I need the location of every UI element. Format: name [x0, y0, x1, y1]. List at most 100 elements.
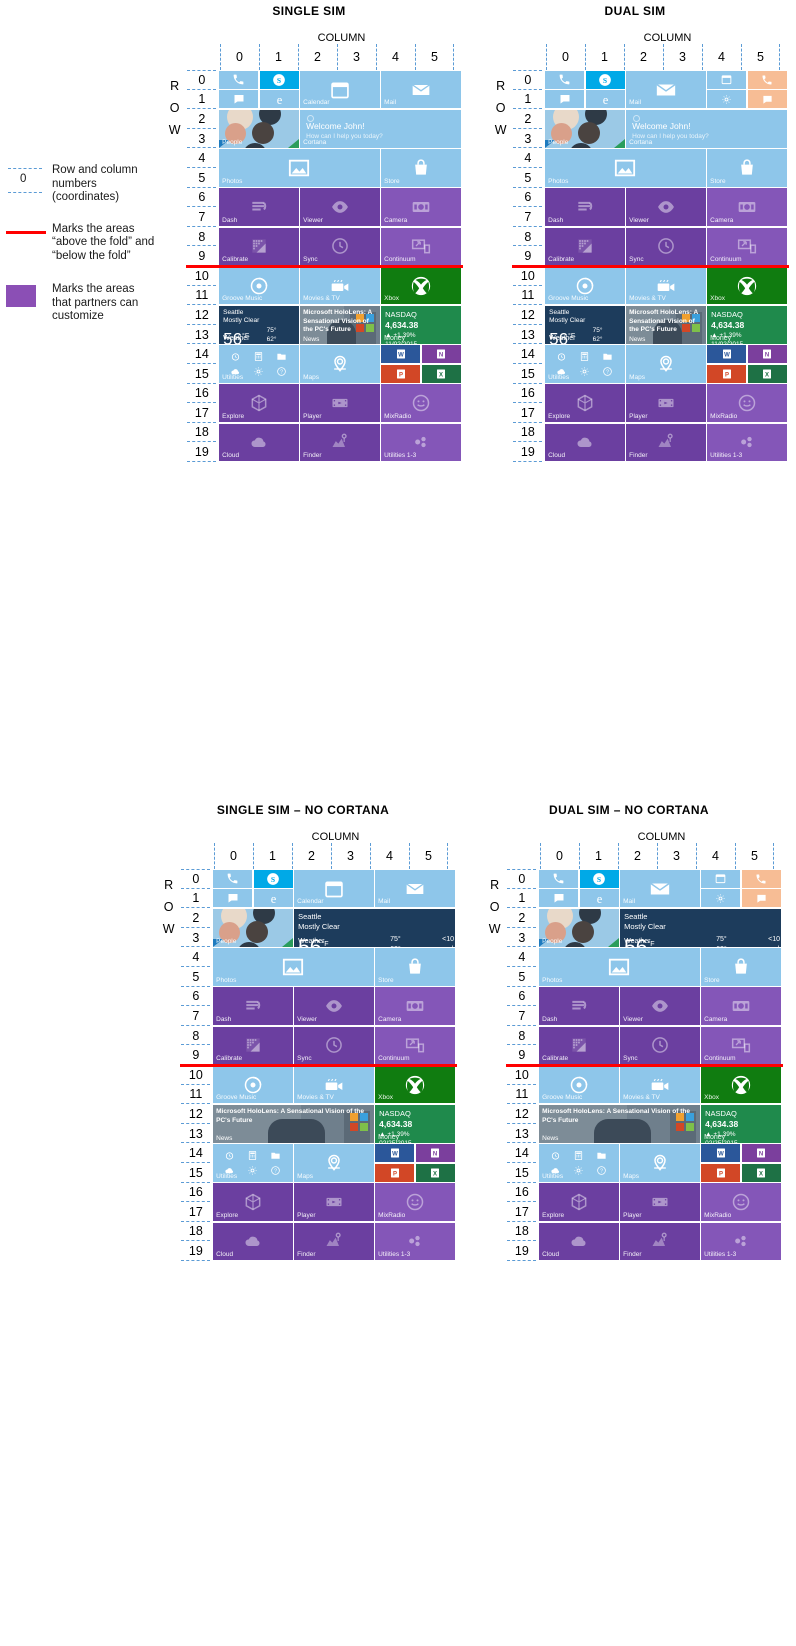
tile-viewer[interactable]: Viewer: [620, 987, 700, 1025]
tile-word[interactable]: W: [381, 345, 421, 364]
tile-cloud[interactable]: Cloud: [539, 1222, 619, 1261]
tile-viewer[interactable]: Viewer: [626, 188, 706, 226]
tile-camera[interactable]: Camera: [375, 987, 455, 1025]
tile-xbox[interactable]: Xbox: [701, 1065, 781, 1104]
tile-utilities-1-3[interactable]: Utilities 1-3: [381, 423, 461, 462]
tile-xbox[interactable]: Xbox: [375, 1065, 455, 1104]
tile-groove-music[interactable]: Groove Music: [539, 1065, 619, 1104]
tile-sync[interactable]: Sync: [300, 227, 380, 266]
tile-word[interactable]: W: [375, 1144, 415, 1163]
tile-player[interactable]: Player: [626, 384, 706, 422]
tile-cloud[interactable]: Cloud: [545, 423, 625, 462]
tile-edge[interactable]: e: [585, 90, 625, 109]
tile-finder[interactable]: Finder: [626, 423, 706, 462]
tile-people[interactable]: People: [219, 110, 299, 148]
tile-viewer[interactable]: Viewer: [300, 188, 380, 226]
tile-phone[interactable]: [539, 869, 579, 888]
tile-people[interactable]: People: [213, 909, 293, 947]
tile-maps[interactable]: Maps: [294, 1144, 374, 1182]
tile-word[interactable]: W: [701, 1144, 741, 1163]
tile-utilities-1-3[interactable]: Utilities 1-3: [701, 1222, 781, 1261]
tile-utilities[interactable]: ? Utilities: [539, 1144, 619, 1182]
tile-excel[interactable]: X: [421, 364, 461, 383]
tile-people[interactable]: People: [539, 909, 619, 947]
tile-player[interactable]: Player: [300, 384, 380, 422]
tile-mixradio[interactable]: MixRadio: [381, 384, 461, 422]
tile-cloud[interactable]: Cloud: [219, 423, 299, 462]
tile-calibrate[interactable]: Calibrate: [539, 1026, 619, 1065]
tile-phone-2[interactable]: [741, 869, 781, 888]
tile-sync[interactable]: Sync: [626, 227, 706, 266]
tile-dash[interactable]: Dash: [213, 987, 293, 1025]
tile-phone[interactable]: [545, 70, 585, 89]
tile-dash[interactable]: Dash: [545, 188, 625, 226]
tile-store[interactable]: Store: [375, 948, 455, 986]
tile-cortana[interactable]: Welcome John! How can I help you today? Co…: [300, 110, 461, 148]
tile-phone[interactable]: [213, 869, 253, 888]
tile-skype[interactable]: S: [585, 70, 625, 89]
tile-finder[interactable]: Finder: [620, 1222, 700, 1261]
tile-mixradio[interactable]: MixRadio: [701, 1183, 781, 1221]
tile-messaging[interactable]: [219, 90, 259, 109]
tile-messaging[interactable]: [539, 889, 579, 908]
tile-cortana[interactable]: Welcome John! How can I help you today? Co…: [626, 110, 787, 148]
tile-phone[interactable]: [219, 70, 259, 89]
tile-explore[interactable]: Explore: [219, 384, 299, 422]
tile-messaging[interactable]: [213, 889, 253, 908]
tile-xbox[interactable]: Xbox: [707, 266, 787, 305]
tile-utilities[interactable]: ? Utilities: [219, 345, 299, 383]
tile-settings[interactable]: [701, 889, 741, 908]
tile-dash[interactable]: Dash: [539, 987, 619, 1025]
tile-groove-music[interactable]: Groove Music: [545, 266, 625, 305]
tile-skype[interactable]: S: [259, 70, 299, 89]
tile-people[interactable]: People: [545, 110, 625, 148]
tile-messaging-2[interactable]: [741, 889, 781, 908]
tile-excel[interactable]: X: [741, 1163, 781, 1182]
tile-dash[interactable]: Dash: [219, 188, 299, 226]
tile-maps[interactable]: Maps: [300, 345, 380, 383]
tile-excel[interactable]: X: [747, 364, 787, 383]
tile-store[interactable]: Store: [701, 948, 781, 986]
tile-continuum[interactable]: Continuum: [707, 227, 787, 266]
tile-news[interactable]: Microsoft HoloLens: A Sensational Vision…: [213, 1105, 374, 1143]
tile-store[interactable]: Store: [707, 149, 787, 187]
tile-skype[interactable]: S: [253, 869, 293, 888]
tile-excel[interactable]: X: [415, 1163, 455, 1182]
tile-mail[interactable]: Mail: [381, 70, 461, 109]
tile-calibrate[interactable]: Calibrate: [545, 227, 625, 266]
tile-edge[interactable]: e: [259, 90, 299, 109]
tile-calendar[interactable]: [701, 869, 741, 888]
tile-powerpoint[interactable]: P: [375, 1163, 415, 1182]
tile-edge[interactable]: e: [253, 889, 293, 908]
tile-utilities[interactable]: ? Utilities: [213, 1144, 293, 1182]
tile-sync[interactable]: Sync: [294, 1026, 374, 1065]
tile-word[interactable]: W: [707, 345, 747, 364]
tile-weather[interactable]: Seattle Mostly Clear 56°F 75° 62° Weather: [545, 306, 625, 344]
tile-mail[interactable]: Mail: [375, 869, 455, 908]
tile-movies-tv[interactable]: Movies & TV: [300, 266, 380, 305]
tile-sync[interactable]: Sync: [620, 1026, 700, 1065]
tile-movies-tv[interactable]: Movies & TV: [626, 266, 706, 305]
tile-mail[interactable]: Mail: [620, 869, 700, 908]
tile-skype[interactable]: S: [579, 869, 619, 888]
tile-mixradio[interactable]: MixRadio: [375, 1183, 455, 1221]
tile-onenote[interactable]: N: [747, 345, 787, 364]
tile-weather[interactable]: Seattle Mostly Clear 56°F 75° 62° Weather: [219, 306, 299, 344]
tile-edge[interactable]: e: [579, 889, 619, 908]
tile-camera[interactable]: Camera: [701, 987, 781, 1025]
tile-groove-music[interactable]: Groove Music: [213, 1065, 293, 1104]
tile-player[interactable]: Player: [294, 1183, 374, 1221]
tile-powerpoint[interactable]: P: [701, 1163, 741, 1182]
tile-continuum[interactable]: Continuum: [375, 1026, 455, 1065]
tile-explore[interactable]: Explore: [539, 1183, 619, 1221]
tile-calendar[interactable]: [707, 70, 747, 89]
tile-continuum[interactable]: Continuum: [701, 1026, 781, 1065]
tile-player[interactable]: Player: [620, 1183, 700, 1221]
tile-news[interactable]: Microsoft HoloLens: A Sensational Vision…: [626, 306, 706, 344]
tile-onenote[interactable]: N: [415, 1144, 455, 1163]
